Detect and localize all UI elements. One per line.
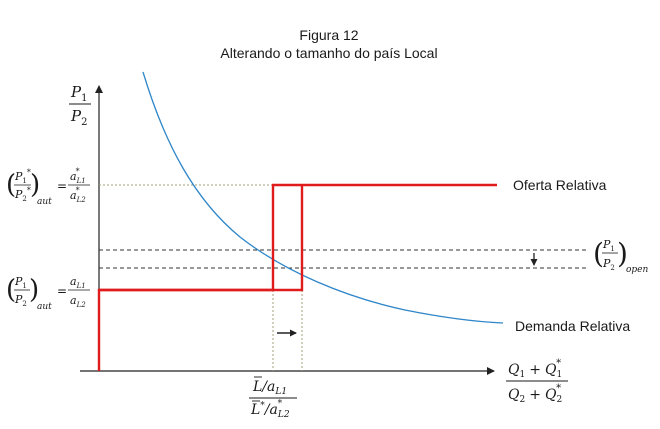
autarky-foreign-price-label: ( P1* P2* ) aut = aL1* aL2* bbox=[6, 167, 90, 207]
svg-text:(: ( bbox=[593, 237, 604, 270]
svg-text:): ) bbox=[29, 275, 39, 305]
relative-supply-new bbox=[99, 185, 304, 292]
svg-text:aut: aut bbox=[37, 302, 52, 312]
svg-text:): ) bbox=[617, 237, 628, 270]
svg-text:P1: P1 bbox=[70, 83, 87, 104]
svg-text:aL2: aL2 bbox=[70, 294, 86, 309]
y-axis-label: P1 P2 bbox=[69, 83, 91, 128]
svg-text:Q1+Q1*: Q1 + Q1* bbox=[508, 358, 562, 380]
svg-text:(: ( bbox=[6, 275, 16, 305]
open-price-label: ( P1 P2 ) open bbox=[593, 237, 649, 275]
supply-label: Oferta Relativa bbox=[513, 177, 607, 193]
x-break-label: L/aL1 L*/aL2* bbox=[249, 376, 297, 420]
svg-text:L*/aL2*: L*/aL2* bbox=[250, 399, 290, 420]
svg-text:aL1: aL1 bbox=[70, 275, 86, 290]
svg-text:open: open bbox=[626, 265, 649, 275]
svg-text:): ) bbox=[30, 170, 40, 200]
figure-subtitle: Alterando o tamanho do país Local bbox=[220, 45, 437, 61]
relative-demand-curve bbox=[142, 71, 504, 324]
svg-text:P1: P1 bbox=[14, 275, 27, 290]
svg-text:P1*: P1* bbox=[14, 168, 31, 185]
svg-text:=: = bbox=[57, 179, 67, 193]
figure-title: Figura 12 bbox=[299, 27, 358, 43]
svg-text:P2: P2 bbox=[602, 257, 615, 272]
autarky-home-price-label: ( P1 P2 ) aut = aL1 aL2 bbox=[6, 275, 90, 312]
svg-text:(: ( bbox=[6, 170, 16, 200]
x-axis-label: Q1 + Q1* Q2 + Q2* bbox=[506, 358, 568, 405]
svg-text:P2: P2 bbox=[14, 293, 27, 308]
demand-label: Demanda Relativa bbox=[515, 318, 630, 334]
svg-text:P2: P2 bbox=[70, 107, 87, 128]
svg-text:=: = bbox=[57, 284, 67, 298]
svg-text:P1: P1 bbox=[602, 238, 615, 253]
relative-supply-initial bbox=[97, 183, 497, 371]
svg-text:Q2+Q2*: Q2 + Q2* bbox=[508, 383, 562, 405]
svg-text:P2*: P2* bbox=[14, 186, 31, 203]
svg-text:aut: aut bbox=[37, 197, 52, 207]
svg-text:L/aL1: L/aL1 bbox=[252, 379, 287, 397]
svg-text:aL1*: aL1* bbox=[70, 167, 86, 185]
svg-text:aL2*: aL2* bbox=[70, 186, 86, 204]
